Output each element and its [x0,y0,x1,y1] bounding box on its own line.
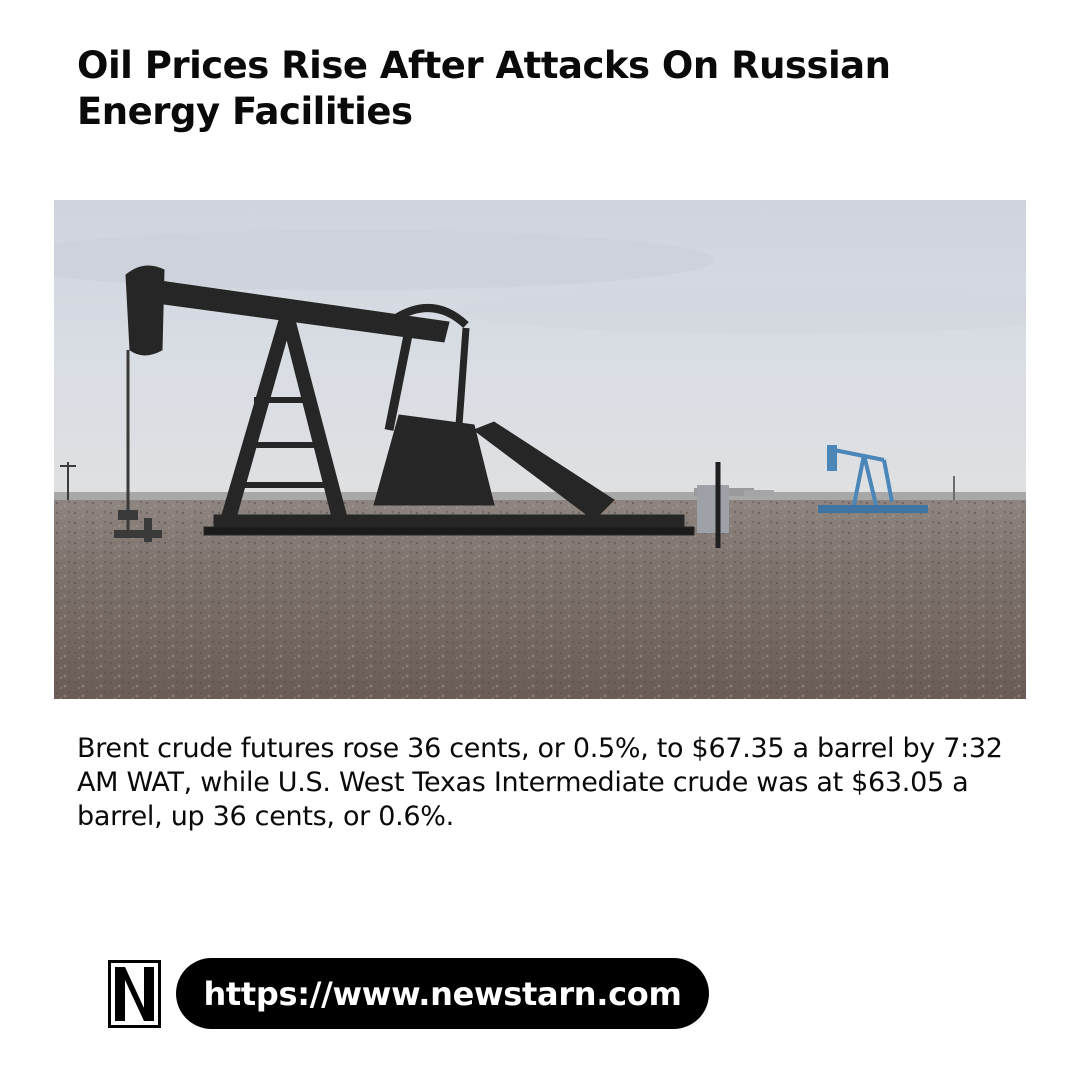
oil-pumpjack-photo [54,200,1026,699]
newstarn-logo [108,960,161,1028]
article-body: Brent crude futures rose 36 cents, or 0.… [77,733,1003,832]
headline: Oil Prices Rise After Attacks On Russian… [77,44,891,133]
website-url-link[interactable]: https://www.newstarn.com [176,958,709,1029]
